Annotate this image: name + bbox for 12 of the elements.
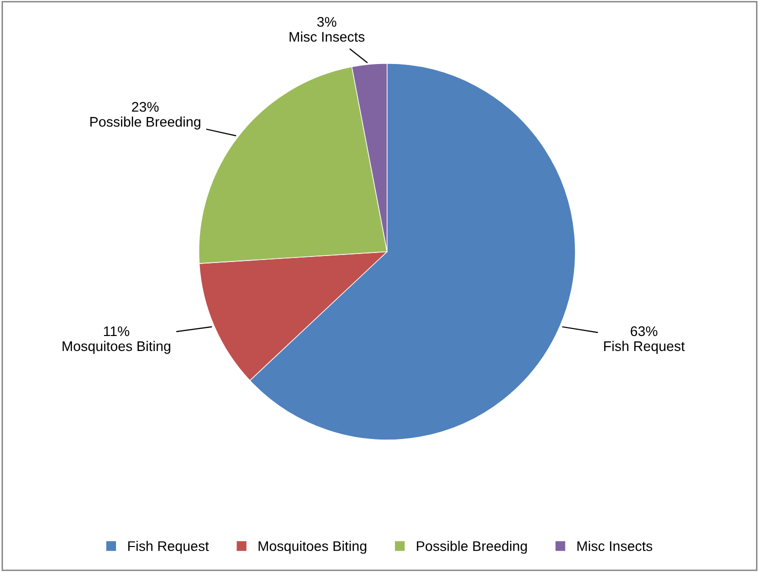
legend-label: Possible Breeding bbox=[416, 540, 527, 554]
slice-label: Possible Breeding bbox=[90, 116, 200, 130]
data-label: 63% bbox=[630, 326, 658, 336]
data-label: 23% bbox=[132, 102, 159, 112]
legend-label: Misc Insects bbox=[577, 540, 652, 552]
data-label: 11% bbox=[104, 326, 130, 336]
slice-label: Fish Request bbox=[604, 340, 685, 354]
slice-label: Misc Insects bbox=[290, 32, 364, 42]
legend-label: Mosquitoes Biting bbox=[258, 540, 366, 554]
legend-label: Fish Request bbox=[128, 540, 209, 554]
data-label: 3% bbox=[317, 16, 336, 27]
slice-label: Mosquitoes Biting bbox=[62, 340, 170, 354]
